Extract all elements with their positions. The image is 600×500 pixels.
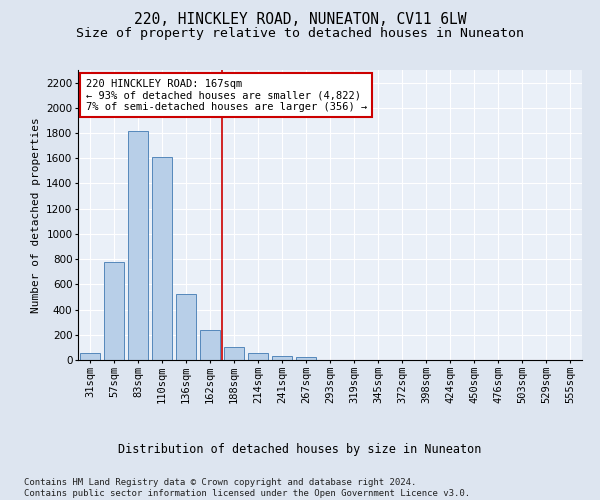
Bar: [80, 353, 100, 360]
Bar: [128, 130, 148, 360]
Bar: [248, 353, 268, 360]
Y-axis label: Number of detached properties: Number of detached properties: [31, 117, 41, 313]
Bar: [272, 356, 292, 360]
Bar: [176, 294, 196, 360]
Text: 220 HINCKLEY ROAD: 167sqm
← 93% of detached houses are smaller (4,822)
7% of sem: 220 HINCKLEY ROAD: 167sqm ← 93% of detac…: [86, 78, 367, 112]
Text: 220, HINCKLEY ROAD, NUNEATON, CV11 6LW: 220, HINCKLEY ROAD, NUNEATON, CV11 6LW: [134, 12, 466, 28]
Bar: [104, 262, 124, 360]
Text: Contains HM Land Registry data © Crown copyright and database right 2024.
Contai: Contains HM Land Registry data © Crown c…: [24, 478, 470, 498]
Text: Distribution of detached houses by size in Nuneaton: Distribution of detached houses by size …: [118, 442, 482, 456]
Bar: [200, 330, 220, 360]
Bar: [224, 347, 244, 360]
Bar: [296, 358, 316, 360]
Bar: [152, 157, 172, 360]
Text: Size of property relative to detached houses in Nuneaton: Size of property relative to detached ho…: [76, 28, 524, 40]
